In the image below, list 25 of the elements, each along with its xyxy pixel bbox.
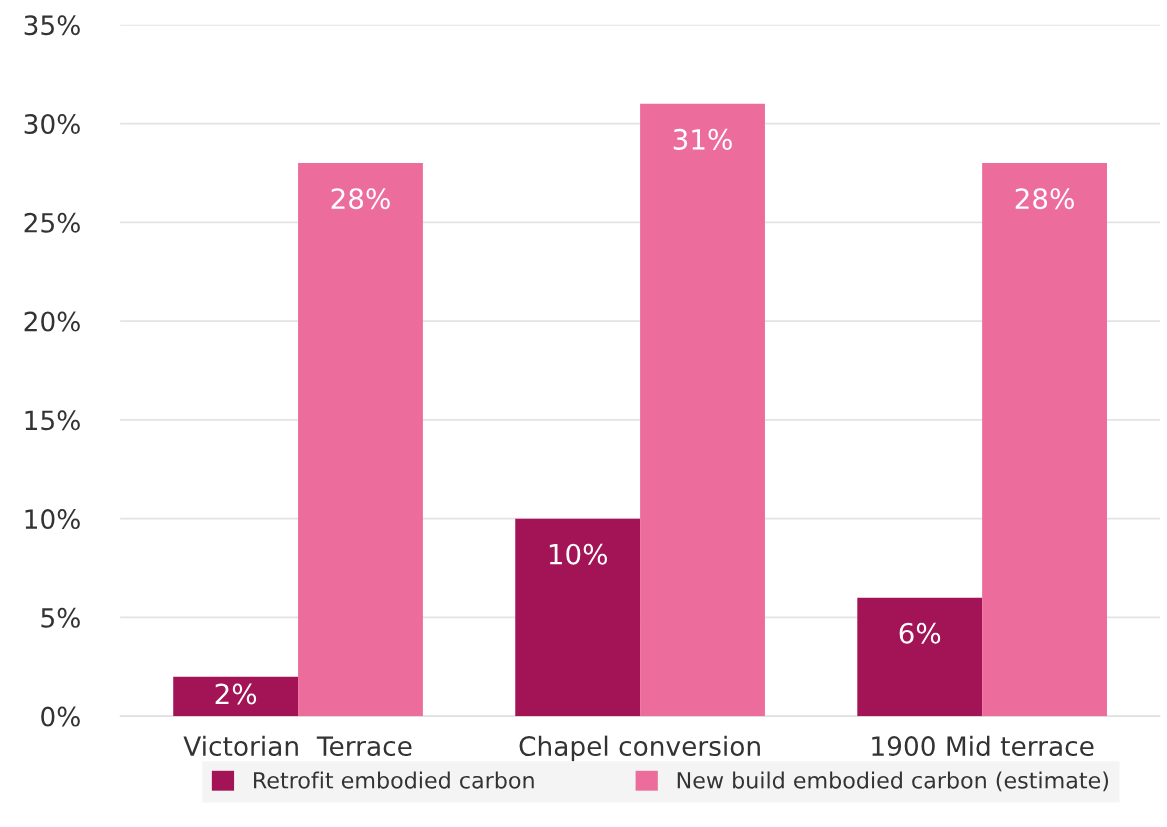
data-label: 28% — [331, 188, 390, 210]
legend-label: Retrofit embodied carbon — [254, 771, 534, 789]
data-label: 10% — [549, 543, 608, 565]
bar — [982, 163, 1107, 717]
y-tick-label: 15% — [25, 410, 80, 431]
data-label: 6% — [899, 622, 941, 644]
x-tick-label: 1900 Mid terrace — [872, 735, 1094, 757]
legend-label: New build embodied carbon (estimate) — [677, 771, 1109, 792]
bar — [857, 597, 983, 717]
bar — [173, 676, 299, 717]
data-label: 28% — [1015, 188, 1074, 210]
data-label: 31% — [673, 128, 732, 150]
y-tick-label: 30% — [24, 114, 80, 134]
bar — [640, 103, 765, 717]
x-tick-label: Victorian Terrace — [183, 735, 412, 757]
y-tick-label: 5% — [41, 607, 80, 628]
y-tick-label: 20% — [24, 311, 80, 332]
y-tick-label: 35% — [24, 15, 80, 36]
bar — [298, 163, 423, 717]
y-tick-label: 10% — [25, 509, 80, 530]
data-label: 2% — [215, 683, 257, 705]
bar — [515, 518, 641, 717]
y-tick-label: 0% — [41, 706, 80, 727]
y-tick-label: 25% — [24, 212, 80, 233]
x-tick-label: Chapel conversion — [519, 735, 760, 762]
